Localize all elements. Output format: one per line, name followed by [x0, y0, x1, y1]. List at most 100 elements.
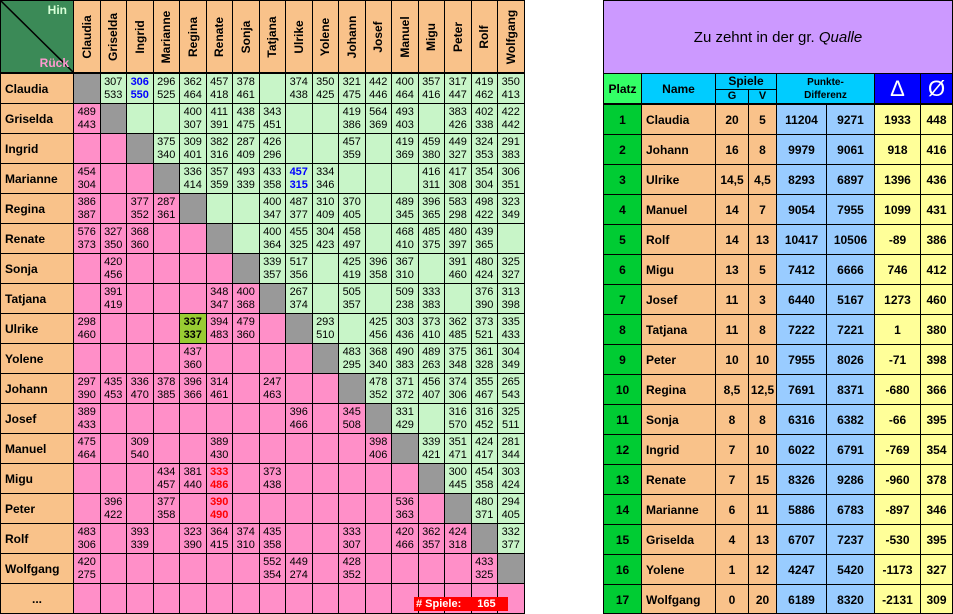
score-rueck: 405: [342, 209, 361, 221]
rank-punkte-minus: 6791: [826, 434, 875, 465]
score-cell: [99, 133, 127, 164]
ranking-title: Zu zehnt in der gr. Qualle: [603, 0, 953, 74]
score-cell: 433 325: [470, 553, 498, 584]
rank-punkte-minus: 5420: [826, 554, 875, 585]
rank-v: 8: [748, 404, 777, 435]
score-cell: 281 344: [497, 433, 525, 464]
score-hin: 333: [342, 526, 361, 538]
score-hin: 265: [501, 376, 520, 388]
score-cell: [179, 193, 207, 224]
rank-name: Ingrid: [641, 434, 716, 465]
score-cell: [152, 283, 180, 314]
score-cell: 335 433: [497, 313, 525, 344]
score-hin: 457: [289, 166, 308, 178]
score-rueck: 358: [157, 509, 176, 521]
score-rueck: 360: [183, 359, 202, 371]
score-rueck: 373: [77, 239, 96, 251]
score-cell: [152, 223, 180, 254]
score-hin: 489: [422, 346, 441, 358]
score-rueck: 508: [342, 419, 361, 431]
rank-punkte-minus: 7237: [826, 524, 875, 555]
score-rueck: 460: [77, 329, 96, 341]
score-cell: 332 377: [497, 523, 525, 554]
score-hin: 449: [448, 136, 467, 148]
score-rueck: 374: [289, 299, 308, 311]
header-punkte-line1: Punkte-: [807, 77, 844, 88]
rank-delta: 1273: [874, 284, 921, 315]
score-hin: 350: [316, 76, 335, 88]
score-cell: [126, 403, 154, 434]
rank-v: 10: [748, 434, 777, 465]
score-cell: 374 438: [285, 73, 313, 104]
score-rueck: 310: [395, 269, 414, 281]
rank-v: 5: [748, 104, 777, 135]
score-hin: 394: [210, 316, 229, 328]
rank-g: 8,5: [715, 374, 749, 405]
score-hin: 424: [448, 526, 467, 538]
score-rueck: 353: [475, 149, 494, 161]
score-cell: 390 490: [205, 493, 233, 524]
score-cell: 400 368: [232, 283, 260, 314]
score-hin: 247: [263, 376, 282, 388]
score-cell: [338, 163, 366, 194]
rank-avg: 395: [920, 524, 953, 555]
score-rueck: 315: [289, 179, 308, 191]
score-rueck: 345: [395, 209, 414, 221]
score-rueck: 308: [448, 179, 467, 191]
score-cell: [179, 403, 207, 434]
score-cell: 400 464: [391, 73, 419, 104]
column-header-manuel: Manuel: [391, 0, 419, 73]
score-cell: 517 356: [285, 253, 313, 284]
score-rueck: 390: [77, 389, 96, 401]
score-rueck: 377: [289, 209, 308, 221]
rank-v: 4,5: [748, 164, 777, 195]
score-rueck: 358: [475, 479, 494, 491]
score-cell: 419 462: [470, 73, 498, 104]
hin-label: Hin: [47, 3, 67, 17]
score-rueck: 460: [448, 269, 467, 281]
score-hin: 313: [501, 286, 520, 298]
score-hin: 455: [289, 226, 308, 238]
score-rueck: 274: [289, 569, 308, 581]
column-header-sonja: Sonja: [232, 0, 260, 73]
score-cell: 457 359: [338, 133, 366, 164]
score-cell: 426 296: [258, 133, 286, 164]
column-header-label: Manuel: [397, 15, 412, 58]
rank-g: 14,5: [715, 164, 749, 195]
score-cell: 325 511: [497, 403, 525, 434]
rank-name: Ulrike: [641, 164, 716, 195]
score-cell: [285, 103, 313, 134]
rank-punkte-minus: 7955: [826, 194, 875, 225]
score-hin: 348: [210, 286, 229, 298]
score-hin: 400: [395, 76, 414, 88]
title-italic: Qualle: [818, 29, 863, 46]
score-hin: 303: [395, 316, 414, 328]
score-hin: 433: [475, 556, 494, 568]
score-cell: 420 456: [99, 253, 127, 284]
score-hin: 377: [157, 496, 176, 508]
column-header-josef: Josef: [364, 0, 392, 73]
score-rueck: 424: [501, 479, 520, 491]
score-hin: 381: [183, 466, 202, 478]
score-rueck: 304: [475, 179, 494, 191]
rank-platz: 14: [603, 494, 642, 525]
rank-punkte-minus: 6897: [826, 164, 875, 195]
score-rueck: 275: [77, 569, 96, 581]
score-hin: 438: [236, 106, 255, 118]
score-cell: [311, 253, 339, 284]
score-rueck: 238: [395, 299, 414, 311]
score-hin: 498: [475, 196, 494, 208]
score-rueck: 327: [501, 269, 520, 281]
score-cell: 287 409: [232, 133, 260, 164]
score-rueck: 307: [183, 119, 202, 131]
score-rueck: 461: [236, 89, 255, 101]
score-rueck: 464: [183, 89, 202, 101]
score-hin: 435: [263, 526, 282, 538]
score-rueck: 447: [448, 89, 467, 101]
rank-avg: 436: [920, 164, 953, 195]
rank-avg: 398: [920, 344, 953, 375]
score-cell: 449 274: [285, 553, 313, 584]
score-cell: 303 436: [391, 313, 419, 344]
score-cell: [179, 223, 207, 254]
